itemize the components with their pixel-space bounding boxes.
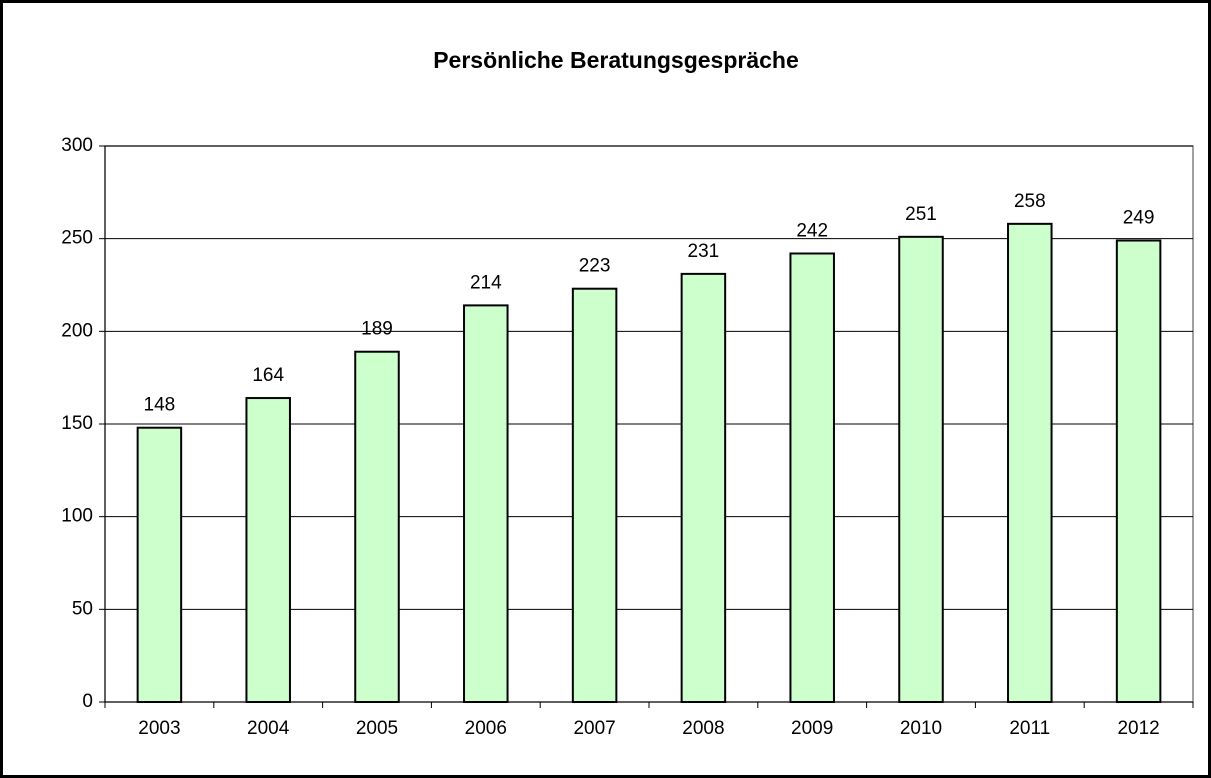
x-tick-label: 2007 [573, 718, 615, 739]
x-tick-label: 2006 [465, 718, 507, 739]
bar [680, 272, 727, 703]
y-tick-label: 250 [61, 228, 93, 249]
x-tick-label: 2010 [900, 718, 942, 739]
data-label: 231 [688, 241, 720, 262]
bar [1115, 239, 1162, 704]
x-tick-label: 2012 [1117, 718, 1159, 739]
bar [245, 397, 291, 703]
bar [571, 287, 618, 703]
bar [354, 350, 400, 703]
y-tick-label: 100 [61, 506, 93, 527]
y-tick-label: 50 [72, 598, 93, 619]
data-label: 249 [1123, 208, 1155, 229]
x-tick-label: 2004 [247, 718, 290, 739]
bar [898, 235, 944, 704]
x-tick-label: 2005 [356, 718, 398, 739]
data-label: 214 [470, 272, 502, 293]
x-tick-label: 2011 [1009, 718, 1050, 739]
data-label: 148 [144, 395, 176, 416]
bar [463, 304, 509, 703]
data-label: 258 [1014, 191, 1046, 212]
data-label: 223 [579, 256, 611, 277]
y-tick-label: 0 [82, 691, 93, 712]
chart-title: Persönliche Beratungsgespräche [433, 47, 799, 73]
data-label: 242 [796, 221, 828, 242]
y-tick-label: 200 [61, 320, 93, 341]
data-label: 164 [252, 365, 284, 386]
x-tick-label: 2009 [791, 718, 833, 739]
x-tick-label: 2003 [138, 718, 180, 739]
x-tick-label: 2008 [682, 718, 724, 739]
bar [789, 252, 835, 703]
y-tick-label: 150 [61, 413, 93, 434]
bar [136, 426, 183, 703]
data-label: 189 [361, 319, 393, 340]
data-label: 251 [905, 204, 937, 225]
bar [1007, 222, 1053, 703]
y-tick-label: 300 [61, 135, 93, 156]
